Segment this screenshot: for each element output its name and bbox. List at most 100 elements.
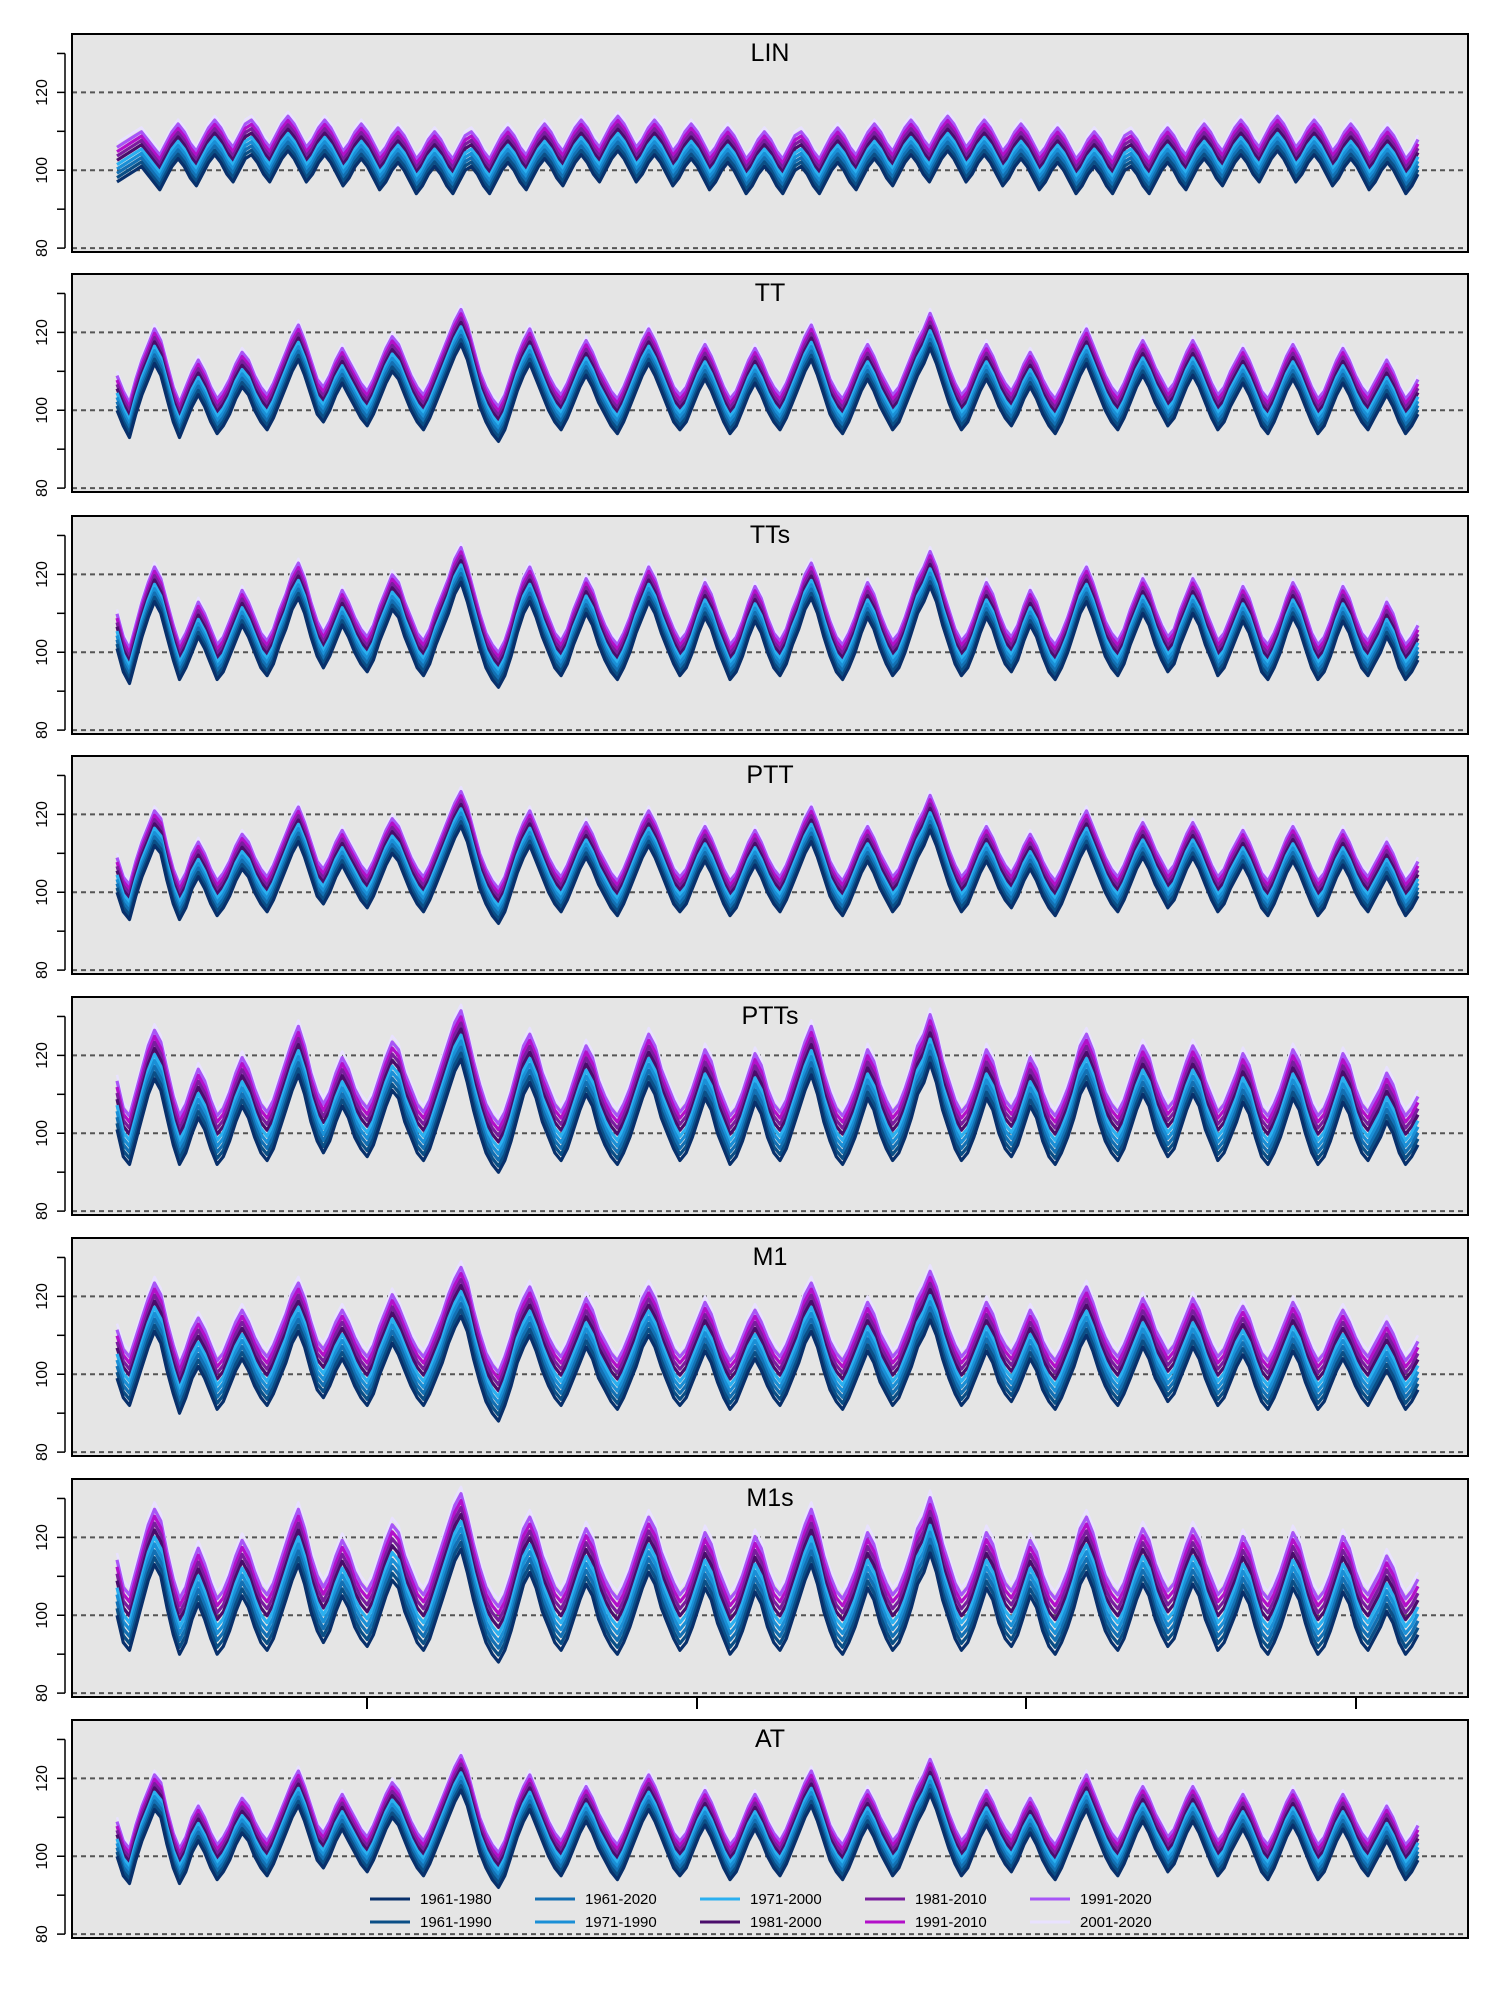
y-tick-label: 100 bbox=[34, 1602, 51, 1629]
legend-label: 1971-1990 bbox=[585, 1914, 657, 1931]
series-line-1981-2000 bbox=[115, 1284, 1420, 1393]
legend-label: 1971-2000 bbox=[750, 1891, 822, 1908]
series-line-1961-2020 bbox=[116, 140, 1420, 187]
series-line-1961-1980 bbox=[115, 1314, 1420, 1423]
panel-at: AT 80 100 120 bbox=[34, 1719, 1469, 1943]
y-axis: 80 100 120 bbox=[34, 1497, 66, 1702]
y-axis: 80 100 120 bbox=[34, 1015, 66, 1220]
legend-item: 1971-1990 bbox=[535, 1914, 657, 1931]
y-tick-label: 100 bbox=[34, 639, 51, 666]
legend-item: 1981-2000 bbox=[700, 1914, 822, 1931]
y-tick-label: 120 bbox=[34, 1283, 51, 1310]
panel-lin: LIN 80 100 120 bbox=[34, 33, 1469, 257]
panel-title: M1 bbox=[753, 1243, 788, 1271]
y-tick-label: 80 bbox=[34, 961, 51, 979]
series-line-1981-2010 bbox=[115, 1762, 1420, 1863]
series-line-1981-2000 bbox=[116, 127, 1420, 174]
legend-label: 1991-2010 bbox=[915, 1914, 987, 1931]
y-tick-label: 100 bbox=[34, 157, 51, 184]
legend-item: 1961-1990 bbox=[370, 1914, 492, 1931]
series-line-1961-1980 bbox=[115, 1547, 1420, 1664]
panel-title: AT bbox=[755, 1725, 785, 1753]
series-line-1991-2020 bbox=[115, 1492, 1420, 1609]
series-group bbox=[115, 303, 1420, 443]
y-axis: 80 100 120 bbox=[34, 52, 66, 257]
series-line-1961-1980 bbox=[116, 149, 1420, 196]
legend-item: 1971-2000 bbox=[700, 1891, 822, 1908]
legend-item: 1981-2010 bbox=[865, 1891, 987, 1908]
legend-label: 1981-2000 bbox=[750, 1914, 822, 1931]
legend-label: 1961-1990 bbox=[420, 1914, 492, 1931]
legend-label: 1961-1980 bbox=[420, 1891, 492, 1908]
legend-item: 1961-1980 bbox=[370, 1891, 492, 1908]
y-axis: 80 100 120 bbox=[34, 1738, 66, 1943]
y-tick-label: 100 bbox=[34, 1120, 51, 1147]
panel-frame bbox=[71, 996, 1469, 1216]
panel-title: TTs bbox=[750, 521, 790, 549]
y-tick-label: 120 bbox=[34, 1765, 51, 1792]
series-line-1971-2000 bbox=[115, 1519, 1420, 1636]
panel-frame bbox=[71, 1719, 1469, 1939]
panel-ptts: PTTs 80 100 120 bbox=[34, 996, 1469, 1220]
series-line-1971-1990 bbox=[115, 1296, 1420, 1405]
y-tick-label: 120 bbox=[34, 1042, 51, 1069]
y-axis: 80 100 120 bbox=[34, 534, 66, 739]
legend-label: 1981-2010 bbox=[915, 1891, 987, 1908]
series-line-1981-2010 bbox=[116, 123, 1420, 170]
y-tick-label: 100 bbox=[34, 1843, 51, 1870]
series-group bbox=[115, 542, 1420, 689]
series-line-2001-2020 bbox=[115, 1260, 1420, 1368]
panel-ptt: PTT 80 100 120 bbox=[34, 755, 1469, 979]
legend-label: 2001-2020 bbox=[1080, 1914, 1152, 1931]
y-tick-label: 100 bbox=[34, 879, 51, 906]
series-line-1961-2020 bbox=[115, 1533, 1420, 1650]
series-line-1981-2000 bbox=[115, 1512, 1420, 1629]
series-line-1971-2000 bbox=[115, 1290, 1420, 1399]
series-line-1991-2010 bbox=[115, 1271, 1420, 1381]
series-line-1971-2000 bbox=[116, 131, 1420, 178]
series-line-1961-1980 bbox=[115, 342, 1420, 443]
y-tick-label: 80 bbox=[34, 239, 51, 257]
legend-label: 1991-2020 bbox=[1080, 1891, 1152, 1908]
y-tick-label: 80 bbox=[34, 721, 51, 739]
series-line-1961-2020 bbox=[115, 815, 1420, 917]
panel-tt: TT 80 100 120 bbox=[34, 273, 1469, 497]
y-tick-label: 80 bbox=[34, 1443, 51, 1461]
panel-frame bbox=[71, 755, 1469, 975]
legend-item: 1991-2010 bbox=[865, 1914, 987, 1931]
series-line-1961-2020 bbox=[115, 1779, 1420, 1881]
y-axis: 80 100 120 bbox=[34, 292, 66, 497]
series-group bbox=[115, 1260, 1420, 1423]
series-line-1981-2010 bbox=[115, 798, 1420, 899]
y-tick-label: 80 bbox=[34, 1202, 51, 1220]
y-tick-label: 80 bbox=[34, 1925, 51, 1943]
y-tick-label: 100 bbox=[34, 1361, 51, 1388]
series-line-1961-2020 bbox=[115, 1302, 1420, 1411]
panel-frame bbox=[71, 515, 1469, 735]
series-line-1981-2010 bbox=[115, 1277, 1420, 1387]
series-line-1961-1980 bbox=[115, 1057, 1420, 1174]
series-group bbox=[115, 785, 1420, 925]
series-line-1961-1990 bbox=[116, 144, 1420, 191]
panel-tts: TTs 80 100 120 bbox=[34, 515, 1469, 739]
series-line-1991-2020 bbox=[115, 1265, 1420, 1375]
y-tick-label: 120 bbox=[34, 79, 51, 106]
series-group bbox=[115, 1003, 1420, 1174]
y-tick-label: 80 bbox=[34, 479, 51, 497]
series-line-1981-2010 bbox=[115, 316, 1420, 417]
panel-frame bbox=[71, 1478, 1469, 1698]
series-line-1961-1990 bbox=[115, 338, 1420, 439]
panel-frame bbox=[71, 33, 1469, 253]
series-line-1971-1990 bbox=[116, 136, 1420, 183]
panels: LIN 80 100 120 TT 80 100 120 TTs 80 100 120 PTT 80 100… bbox=[34, 33, 1469, 1943]
panel-title: TT bbox=[755, 279, 786, 307]
panel-title: LIN bbox=[751, 39, 790, 67]
legend-item: 1961-2020 bbox=[535, 1891, 657, 1908]
y-tick-label: 120 bbox=[34, 561, 51, 588]
series-line-1971-1990 bbox=[115, 1526, 1420, 1643]
y-tick-label: 120 bbox=[34, 1524, 51, 1551]
legend-label: 1961-2020 bbox=[585, 1891, 657, 1908]
series-line-1991-2010 bbox=[115, 1499, 1420, 1616]
panel-title: PTTs bbox=[742, 1002, 799, 1030]
